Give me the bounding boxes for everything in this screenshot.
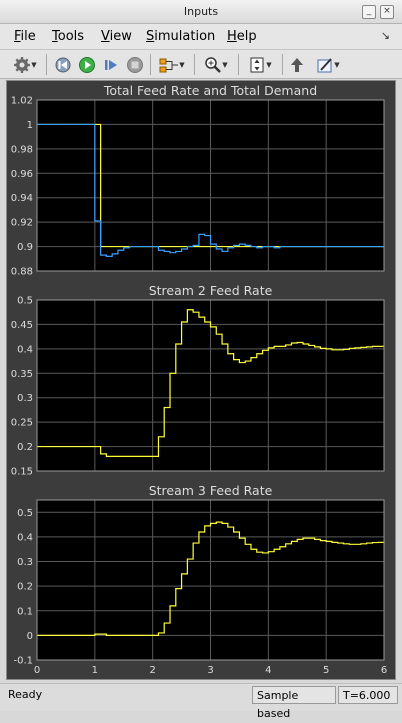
step-back-icon (55, 57, 71, 72)
y-tick-label: 1 (27, 120, 33, 131)
zoom-button[interactable]: ▼ (198, 54, 234, 75)
scope-figure: Total Feed Rate and Total Demand 0.88 0.9 0… (6, 80, 396, 680)
signal-selection-button[interactable]: ▼ (154, 54, 190, 75)
chart-title: Stream 2 Feed Rate (149, 283, 273, 298)
chevron-down-icon: ▼ (222, 60, 228, 69)
y-tick-label: 0.5 (17, 296, 33, 307)
y-tick-label: 0.45 (11, 320, 33, 331)
style-button[interactable]: ▼ (310, 54, 346, 75)
axes-2[interactable]: Stream 2 Feed Rate 0.15 0.2 0.25 0.3 0.35 0.4 0… (11, 283, 385, 478)
toolbar-separator (238, 54, 239, 75)
gear-icon (14, 56, 31, 73)
menu-tools-label: Tools (52, 29, 85, 44)
step-back-button[interactable] (52, 54, 74, 75)
y-tick-label: 0.4 (17, 344, 33, 355)
toolbar-separator (46, 54, 47, 75)
y-tick-label: 0.3 (17, 393, 33, 404)
y-tick-label: 0.96 (11, 169, 33, 180)
menu-view-label: View (101, 29, 132, 44)
menu-help-label: Help (227, 29, 257, 44)
y-tick-label: 1.02 (11, 96, 33, 107)
y-tick-label: 0.15 (11, 467, 33, 478)
window-title: Inputs (183, 5, 219, 18)
status-time: T=6.000 (338, 686, 398, 704)
y-tick-label: 0.2 (17, 582, 33, 593)
x-tick-label: 2 (149, 665, 155, 676)
menu-help[interactable]: Help (227, 28, 257, 46)
x-tick-label: 0 (34, 665, 40, 676)
menu-file[interactable]: File (14, 28, 36, 46)
axes-3[interactable]: Stream 3 Feed Rate-0.100.10.20.30.40.50 1… (13, 483, 387, 676)
toolbar-separator (194, 54, 195, 75)
stop-button[interactable] (124, 54, 146, 75)
status-mode: Sample based (252, 686, 336, 720)
y-tick-label: -0.1 (13, 656, 33, 667)
window-titlebar: Inputs _ × (0, 0, 402, 24)
chart-title: Stream 3 Feed Rate (149, 483, 273, 498)
axes-1[interactable]: Total Feed Rate and Total Demand 0.88 0.9 0… (11, 83, 385, 278)
x-tick-label: 3 (207, 665, 213, 676)
y-tick-label: 0.98 (11, 144, 33, 155)
chart-title: Total Feed Rate and Total Demand (103, 83, 317, 98)
y-tick-label: 0.25 (11, 418, 33, 429)
style-icon (317, 57, 333, 72)
highlight-icon (291, 57, 303, 72)
y-tick-label: 0.92 (11, 218, 33, 229)
run-icon (79, 56, 95, 73)
x-tick-label: 5 (323, 665, 329, 676)
menu-tools[interactable]: Tools (52, 28, 84, 46)
axes-frame (36, 499, 385, 661)
y-tick-label: 0.9 (17, 242, 33, 253)
menu-view[interactable]: View (101, 28, 132, 46)
menu-file-label: File (14, 29, 36, 44)
y-tick-label: 0.88 (11, 267, 33, 278)
chevron-down-icon: ▼ (179, 60, 185, 69)
menu-simulation[interactable]: Simulation (146, 28, 215, 46)
y-tick-label: 0.94 (11, 193, 33, 204)
series-line-2 (37, 123, 384, 257)
y-tick-label: 0.3 (17, 557, 33, 568)
signal-select-icon (159, 58, 179, 72)
y-tick-label: 0 (27, 631, 33, 642)
y-tick-label: 0.4 (17, 532, 33, 543)
configuration-properties-button[interactable]: ▼ (8, 54, 42, 75)
status-bar: Ready Sample based T=6.000 (0, 683, 402, 720)
chevron-down-icon: ▼ (31, 60, 37, 69)
zoom-icon (205, 56, 222, 73)
minimize-icon[interactable]: _ (362, 5, 376, 19)
chevron-down-icon: ▼ (334, 60, 340, 69)
y-tick-label: 0.5 (17, 508, 33, 519)
y-tick-label: 0.2 (17, 442, 33, 453)
axes-frame (36, 299, 385, 472)
stop-icon (127, 56, 143, 73)
fit-axes-icon (250, 57, 264, 72)
scope-plot-area[interactable]: Total Feed Rate and Total Demand 0.88 0.9 0… (7, 81, 395, 679)
toolbar: ▼ ▼ (0, 49, 402, 79)
toolbar-separator (282, 54, 283, 75)
highlight-block-button[interactable] (286, 54, 308, 75)
menu-simulation-label: Simulation (146, 29, 216, 44)
run-button[interactable] (76, 54, 98, 75)
toolbar-separator (150, 54, 151, 75)
fit-to-view-button[interactable]: ▼ (242, 54, 278, 75)
undock-arrow-icon[interactable]: ↘ (380, 29, 390, 42)
axes-frame (36, 99, 385, 272)
step-forward-icon (105, 59, 117, 70)
x-tick-label: 1 (92, 665, 98, 676)
series-line-1 (37, 521, 385, 636)
status-ready-text: Ready (8, 688, 43, 701)
chevron-down-icon: ▼ (266, 60, 272, 69)
y-tick-label: 0.35 (11, 369, 33, 380)
menu-bar: File Tools View Simulation Help ↘ (0, 24, 402, 49)
step-forward-button[interactable] (100, 54, 122, 75)
x-tick-label: 4 (265, 665, 271, 676)
x-tick-label: 6 (381, 665, 387, 676)
y-tick-label: 0.1 (17, 606, 33, 617)
close-icon[interactable]: × (380, 5, 394, 19)
series-line-1 (37, 309, 384, 457)
